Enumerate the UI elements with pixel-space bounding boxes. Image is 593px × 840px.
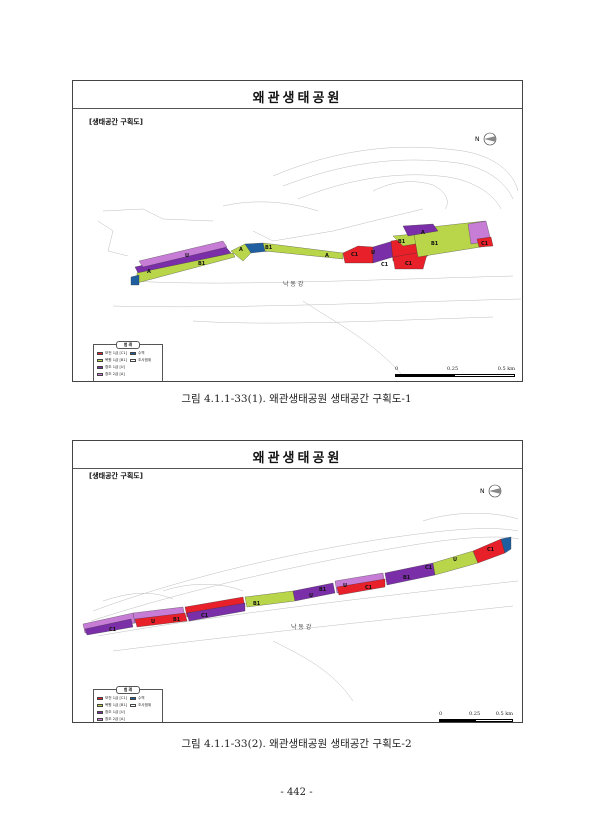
- legend-swatch-c1: [97, 697, 103, 700]
- map-title: 왜관생태공원: [252, 451, 343, 466]
- zone-label: C1: [425, 565, 433, 571]
- zone-label: U: [185, 253, 189, 259]
- map-subtitle: [생태공간 구획도]: [89, 118, 143, 126]
- zone-label: B1: [265, 245, 273, 251]
- zone-label: U: [343, 583, 347, 589]
- legend-swatch-survey: [130, 704, 136, 707]
- legend-swatch-u: [97, 711, 103, 714]
- zone-label: C1: [405, 261, 413, 267]
- legend-swatch-b1: [97, 704, 103, 707]
- legend-swatch-water: [130, 697, 136, 700]
- legend-item: 복원 1급 [B1]: [97, 358, 127, 363]
- legend-item: 보전 1급 [C1]: [97, 696, 127, 701]
- zone-label: C1: [481, 241, 489, 247]
- legend-title: 범 례: [116, 686, 140, 694]
- zone-label: C1: [201, 613, 209, 619]
- title-divider: [73, 468, 522, 469]
- legend-swatch-water: [130, 352, 136, 355]
- legend-swatch-c1: [97, 352, 103, 355]
- north-arrow-icon: N: [478, 483, 504, 498]
- legend-swatch-u: [97, 366, 103, 369]
- legend-item: 창조 1급 [U]: [97, 710, 125, 715]
- legend-item: 조사범위: [130, 358, 151, 363]
- zone-label: C1: [381, 262, 389, 268]
- legend-swatch-a: [97, 373, 103, 376]
- zone-label: C1: [109, 627, 117, 633]
- svg-text:N: N: [475, 136, 480, 143]
- legend-item: 창조 2급 [A]: [97, 372, 125, 377]
- zone-polygons: [82, 536, 512, 636]
- zone-label: A: [147, 269, 151, 275]
- contour-lines: [90, 513, 520, 702]
- zone-label: A: [239, 247, 243, 253]
- scale-tick: 0.5 km: [495, 711, 513, 717]
- zone-label: C1: [351, 252, 359, 258]
- north-arrow-icon: N: [473, 131, 499, 146]
- legend-swatch-b1: [97, 359, 103, 362]
- zone-label: B1: [198, 261, 206, 267]
- zone-labels: A U B1 A B1 A C1 U C1 C1 B1 A B1 C1: [147, 230, 489, 275]
- zone-label: U: [151, 619, 155, 625]
- zone-label: A: [325, 253, 329, 259]
- zone-label: A: [421, 230, 425, 236]
- zone-label: U: [453, 557, 457, 563]
- scale-bar: 0 0.25 0.5 km: [395, 364, 515, 381]
- zone-labels: C1 U B1 C1 B1 U B1 U C1 B1 C1 U C1: [109, 547, 495, 633]
- legend-swatch-a: [97, 718, 103, 721]
- legend-item: 복원 1급 [B1]: [97, 703, 127, 708]
- zone-label: B1: [173, 617, 181, 623]
- map-title: 왜관생태공원: [252, 91, 343, 106]
- legend-item: 조사범위: [130, 703, 151, 708]
- scale-tick: 0: [395, 366, 399, 372]
- legend-item: 수역: [130, 351, 145, 356]
- zone-label: U: [371, 250, 375, 256]
- figure-caption: 그림 4.1.1-33(1). 왜관생태공원 생태공간 구획도-1: [181, 393, 412, 405]
- svg-text:N: N: [480, 488, 485, 495]
- zone-label: C1: [365, 585, 373, 591]
- legend-item: 보전 1급 [C1]: [97, 351, 127, 356]
- river-label: 낙 동 강: [283, 280, 304, 288]
- zone-polygons: [130, 220, 494, 286]
- map-figure-1: 왜관생태공원 [생태공간 구획도]: [72, 80, 523, 382]
- legend-swatch-survey: [130, 359, 136, 362]
- figure-caption: 그림 4.1.1-33(2). 왜관생태공원 생태공간 구획도-2: [181, 738, 412, 750]
- scale-bar: 0 0.25 0.5 km: [439, 709, 513, 722]
- legend-title: 범 례: [116, 341, 140, 349]
- map-figure-2: 왜관생태공원 [생태공간 구획도]: [72, 440, 523, 723]
- legend-item: 창조 2급 [A]: [97, 717, 125, 722]
- map-legend: 범 례 보전 1급 [C1] 복원 1급 [B1] 창조 1급 [U] 창조 2…: [93, 341, 163, 381]
- zone-label: B1: [403, 575, 411, 581]
- zone-label: U: [309, 593, 313, 599]
- zone-label: B1: [431, 241, 439, 247]
- map-canvas: C1 U B1 C1 B1 U B1 U C1 B1 C1 U C1 낙 동 강: [82, 513, 520, 702]
- zone-label: B1: [398, 239, 406, 245]
- scale-tick: 0.5 km: [497, 366, 515, 372]
- river-label: 낙 동 강: [291, 623, 312, 631]
- scale-tick: 0.25: [469, 711, 481, 717]
- zone-label: C1: [487, 547, 495, 553]
- page-number: - 442 -: [280, 787, 313, 798]
- scale-tick: 0: [439, 711, 443, 717]
- map-subtitle: [생태공간 구획도]: [89, 472, 143, 480]
- zone-label: B1: [253, 601, 261, 607]
- map-canvas: A U B1 A B1 A C1 U C1 C1 B1 A B1 C1 낙 동 …: [97, 146, 522, 377]
- scale-tick: 0.25: [447, 366, 459, 372]
- legend-item: 창조 1급 [U]: [97, 365, 125, 370]
- legend-item: 수역: [130, 696, 145, 701]
- zone-label: B1: [319, 587, 327, 593]
- map-legend: 범 례 보전 1급 [C1] 복원 1급 [B1] 창조 1급 [U] 창조 2…: [93, 686, 163, 722]
- contour-lines: [97, 146, 522, 377]
- title-divider: [73, 108, 522, 109]
